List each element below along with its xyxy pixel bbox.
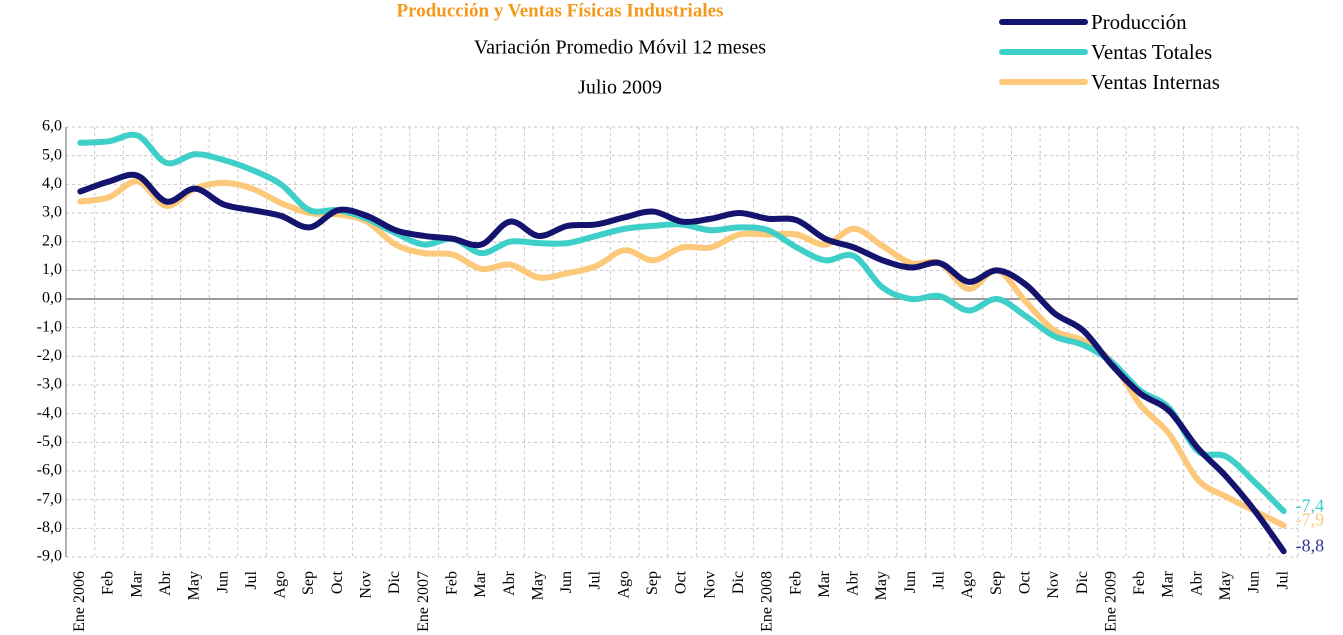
- y-tick-label: 1,0: [42, 261, 62, 278]
- y-tick-label: -9,0: [37, 548, 62, 565]
- data-label: -7,4: [1296, 495, 1325, 515]
- data-label: -8,8: [1296, 535, 1325, 555]
- x-tick-label: Mar: [128, 570, 145, 597]
- legend-label: Producción: [1091, 10, 1187, 34]
- x-tick-label: Abr: [501, 570, 518, 596]
- x-tick-label: Feb: [787, 571, 804, 595]
- x-tick-label: Ene 2008: [759, 571, 776, 632]
- y-tick-label: 0,0: [42, 290, 62, 307]
- x-tick-label: Jun: [1246, 571, 1263, 593]
- x-tick-label: Ene 2007: [415, 571, 432, 632]
- x-tick-label: Sep: [300, 571, 317, 595]
- chart-subtitle: Variación Promedio Móvil 12 meses: [474, 37, 766, 59]
- x-tick-label: Jul: [931, 570, 948, 589]
- x-tick-label: Mar: [1160, 570, 1177, 597]
- x-tick-label: Feb: [443, 571, 460, 595]
- x-tick-label: Dic: [386, 571, 403, 594]
- chart-subtitle: Julio 2009: [578, 77, 662, 99]
- x-tick-label: Jul: [243, 570, 260, 589]
- x-tick-label: Feb: [1131, 571, 1148, 595]
- data-label: -7,9: [1296, 510, 1325, 530]
- series-line: [77, 178, 1287, 529]
- x-tick-label: Sep: [988, 571, 1005, 595]
- x-tick-label: Nov: [701, 571, 718, 599]
- x-tick-label: Feb: [100, 571, 117, 595]
- y-tick-label: -8,0: [37, 519, 62, 536]
- x-tick-label: Jul: [1274, 570, 1291, 589]
- legend-label: Ventas Totales: [1091, 40, 1212, 64]
- x-tick-label: Ene 2009: [1102, 571, 1119, 632]
- y-tick-label: -3,0: [37, 376, 62, 393]
- x-tick-label: Nov: [358, 571, 375, 599]
- y-tick-label: -4,0: [37, 404, 62, 421]
- x-tick-label: Ago: [615, 571, 632, 599]
- legend-label: Ventas Internas: [1091, 70, 1220, 94]
- x-tick-label: Oct: [1016, 570, 1033, 594]
- y-tick-label: 2,0: [42, 232, 62, 249]
- chart-title: Producción y Ventas Físicas Industriales: [397, 0, 724, 21]
- x-tick-label: Ene 2006: [71, 571, 88, 632]
- x-tick-label: May: [1217, 571, 1234, 600]
- y-tick-label: 5,0: [42, 146, 62, 163]
- x-tick-label: Nov: [1045, 571, 1062, 599]
- x-tick-label: Mar: [816, 570, 833, 597]
- x-tick-label: Jun: [214, 571, 231, 593]
- x-tick-label: Dic: [730, 571, 747, 594]
- y-tick-label: 3,0: [42, 204, 62, 221]
- x-tick-label: Jun: [558, 571, 575, 593]
- x-tick-label: Dic: [1074, 571, 1091, 594]
- x-tick-label: Oct: [329, 570, 346, 594]
- x-tick-label: May: [529, 571, 546, 600]
- x-tick-label: Abr: [845, 570, 862, 596]
- x-tick-label: Oct: [673, 570, 690, 594]
- x-tick-label: May: [873, 571, 890, 600]
- x-tick-label: Ago: [959, 571, 976, 599]
- y-tick-label: -1,0: [37, 318, 62, 335]
- y-tick-label: 4,0: [42, 175, 62, 192]
- x-tick-label: Mar: [472, 570, 489, 597]
- x-tick-label: Sep: [644, 571, 661, 595]
- x-tick-label: Abr: [157, 570, 174, 596]
- y-tick-label: 6,0: [42, 118, 62, 135]
- y-tick-label: -7,0: [37, 490, 62, 507]
- x-tick-label: Jul: [587, 570, 604, 589]
- x-tick-label: Jun: [902, 571, 919, 593]
- x-tick-label: Ago: [272, 571, 289, 599]
- x-tick-label: May: [186, 571, 203, 600]
- series-line: [77, 171, 1287, 555]
- y-tick-label: -5,0: [37, 433, 62, 450]
- x-tick-label: Abr: [1188, 570, 1205, 596]
- y-tick-label: -2,0: [37, 347, 62, 364]
- y-tick-label: -6,0: [37, 462, 62, 479]
